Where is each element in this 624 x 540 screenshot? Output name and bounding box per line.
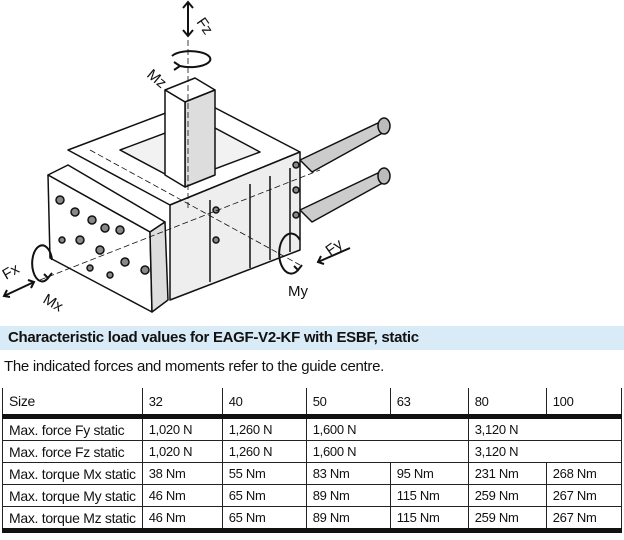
fz-label: Fz [193,15,216,38]
table-cell: 3,120 N [467,440,623,463]
table-cell: 46 Nm [141,506,223,533]
table-header-row: Size 32 40 50 63 80 100 [2,388,623,419]
table-cell: 38 Nm [141,462,223,485]
table-cell: 268 Nm [545,462,623,485]
header-cell: 100 [545,388,623,419]
row-label: Max. force Fy static [2,416,143,441]
table-cell: 1,020 N [141,416,223,441]
table-cell: 1,260 N [221,416,307,441]
mz-label: Mz [143,66,169,92]
table-cell: 267 Nm [545,484,623,507]
fy-label: Fy [323,236,347,260]
table-cell: 65 Nm [221,506,307,533]
table-cell: 1,600 N [305,416,469,441]
row-label: Max. torque Mz static [2,506,143,533]
table-cell: 46 Nm [141,484,223,507]
header-size: Size [2,388,143,419]
table-cell: 267 Nm [545,506,623,533]
table-cell: 55 Nm [221,462,307,485]
header-cell: 50 [305,388,391,419]
table-cell: 259 Nm [467,506,547,533]
load-values-table: Size 32 40 50 63 80 100 Max. force Fy st… [2,388,623,533]
header-cell: 40 [221,388,307,419]
mx-label: Mx [40,291,66,316]
table-cell: 115 Nm [389,506,469,533]
table-cell: 3,120 N [467,416,623,441]
header-cell: 63 [389,388,469,419]
table-row: Max. torque My static 46 Nm 65 Nm 89 Nm … [2,484,623,507]
my-label: My [288,283,308,300]
row-label: Max. torque My static [2,484,143,507]
table-cell: 1,020 N [141,440,223,463]
guide-unit-drawing: Fz Mz Fx Mx Fy My [0,0,391,316]
table-cell: 1,260 N [221,440,307,463]
table-cell: 89 Nm [305,506,391,533]
section-subtitle: The indicated forces and moments refer t… [4,358,385,375]
table-row: Max. torque Mz static 46 Nm 65 Nm 89 Nm … [2,506,623,533]
table-cell: 1,600 N [305,440,469,463]
table-cell: 115 Nm [389,484,469,507]
header-cell: 32 [141,388,223,419]
row-label: Max. force Fz static [2,440,143,463]
table-cell: 231 Nm [467,462,547,485]
table-cell: 65 Nm [221,484,307,507]
row-label: Max. torque Mx static [2,462,143,485]
header-cell: 80 [467,388,547,419]
table-row: Max. force Fy static 1,020 N 1,260 N 1,6… [2,416,623,441]
table-cell: 89 Nm [305,484,391,507]
fx-label: Fx [0,260,23,283]
table-cell: 259 Nm [467,484,547,507]
section-title: Characteristic load values for EAGF-V2-K… [0,326,624,350]
table-row: Max. torque Mx static 38 Nm 55 Nm 83 Nm … [2,462,623,485]
table-cell: 83 Nm [305,462,391,485]
table-row: Max. force Fz static 1,020 N 1,260 N 1,6… [2,440,623,463]
table-cell: 95 Nm [389,462,469,485]
